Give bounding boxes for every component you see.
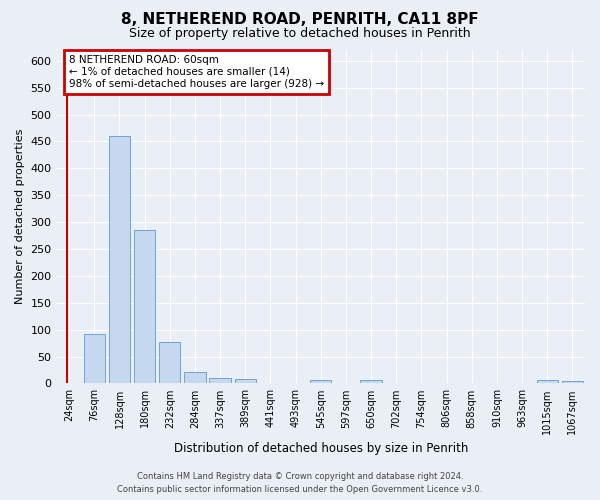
Bar xyxy=(536,380,558,384)
Text: 8 NETHEREND ROAD: 60sqm
← 1% of detached houses are smaller (14)
98% of semi-det: 8 NETHEREND ROAD: 60sqm ← 1% of detached… xyxy=(69,56,324,88)
Bar xyxy=(361,380,382,384)
Text: Contains HM Land Registry data © Crown copyright and database right 2024.
Contai: Contains HM Land Registry data © Crown c… xyxy=(118,472,482,494)
Bar xyxy=(184,372,206,384)
Bar xyxy=(159,342,181,384)
Bar xyxy=(310,380,331,384)
Bar xyxy=(235,378,256,384)
Bar xyxy=(109,136,130,384)
Y-axis label: Number of detached properties: Number of detached properties xyxy=(15,129,25,304)
Text: 8, NETHEREND ROAD, PENRITH, CA11 8PF: 8, NETHEREND ROAD, PENRITH, CA11 8PF xyxy=(121,12,479,28)
Bar xyxy=(134,230,155,384)
Bar xyxy=(83,334,105,384)
Bar xyxy=(562,380,583,384)
X-axis label: Distribution of detached houses by size in Penrith: Distribution of detached houses by size … xyxy=(173,442,468,455)
Bar xyxy=(209,378,231,384)
Text: Size of property relative to detached houses in Penrith: Size of property relative to detached ho… xyxy=(129,28,471,40)
